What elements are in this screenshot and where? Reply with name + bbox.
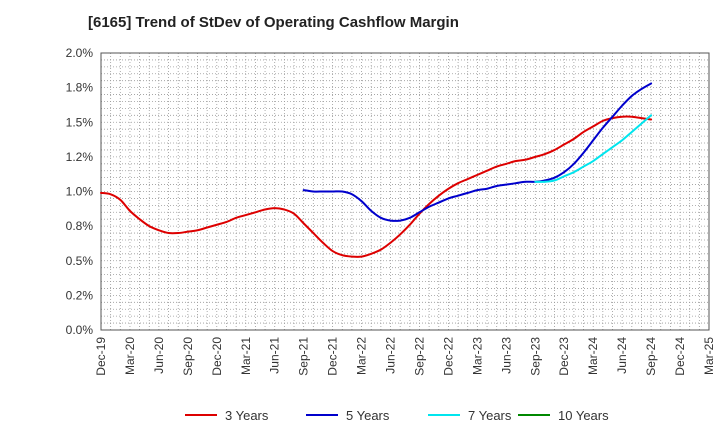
legend: 3 Years 5 Years 7 Years 10 Years xyxy=(185,408,609,423)
y-tick-label: 1.2% xyxy=(66,150,94,164)
x-tick-label: Sep-22 xyxy=(412,337,426,376)
legend-label: 7 Years xyxy=(468,408,512,423)
legend-label: 3 Years xyxy=(225,408,269,423)
x-tick-label: Mar-21 xyxy=(239,337,253,375)
series-line-5-years xyxy=(302,82,653,222)
x-tick-label: Mar-23 xyxy=(470,337,484,375)
x-tick-label: Dec-24 xyxy=(673,337,687,376)
x-tick-label: Jun-23 xyxy=(499,337,513,374)
y-axis-tick-labels: 0.0% 0.2% 0.5% 0.8% 1.0% 1.2% 1.5% 1.8% 2.0% xyxy=(66,46,94,337)
x-tick-label: Mar-24 xyxy=(586,337,600,375)
grid-lines xyxy=(101,53,709,330)
x-tick-label: Jun-22 xyxy=(384,337,398,374)
x-tick-label: Mar-25 xyxy=(702,337,716,375)
x-tick-label: Jun-21 xyxy=(268,337,282,374)
x-tick-label: Dec-22 xyxy=(441,337,455,376)
series-lines xyxy=(100,82,653,258)
y-tick-label: 1.8% xyxy=(66,81,94,95)
legend-label: 5 Years xyxy=(346,408,390,423)
x-tick-label: Sep-20 xyxy=(181,337,195,376)
x-tick-label: Mar-22 xyxy=(355,337,369,375)
y-tick-label: 0.0% xyxy=(66,323,94,337)
y-tick-label: 1.0% xyxy=(66,185,94,199)
x-tick-label: Sep-23 xyxy=(528,337,542,376)
y-tick-label: 2.0% xyxy=(66,46,94,60)
x-tick-label: Mar-20 xyxy=(123,337,137,375)
x-axis-tick-labels: Dec-19 Mar-20 Jun-20 Sep-20 Dec-20 Mar-21 Jun-… xyxy=(94,337,716,376)
series-line-3-years xyxy=(100,115,653,258)
x-tick-label: Dec-19 xyxy=(94,337,108,376)
x-tick-label: Sep-24 xyxy=(644,337,658,376)
y-tick-label: 0.2% xyxy=(66,288,94,302)
y-tick-label: 0.5% xyxy=(66,254,94,268)
x-tick-label: Sep-21 xyxy=(297,337,311,376)
y-tick-label: 1.5% xyxy=(66,115,94,129)
x-tick-label: Dec-23 xyxy=(557,337,571,376)
chart-title: [6165] Trend of StDev of Operating Cashf… xyxy=(88,14,459,31)
x-tick-label: Jun-24 xyxy=(615,337,629,374)
legend-label: 10 Years xyxy=(558,408,609,423)
x-tick-label: Jun-20 xyxy=(152,337,166,374)
y-tick-label: 0.8% xyxy=(66,219,94,233)
series-line-7-years xyxy=(534,114,653,183)
plot-area-frame xyxy=(100,52,710,331)
x-tick-label: Dec-21 xyxy=(326,337,340,376)
x-tick-label: Dec-20 xyxy=(210,337,224,376)
